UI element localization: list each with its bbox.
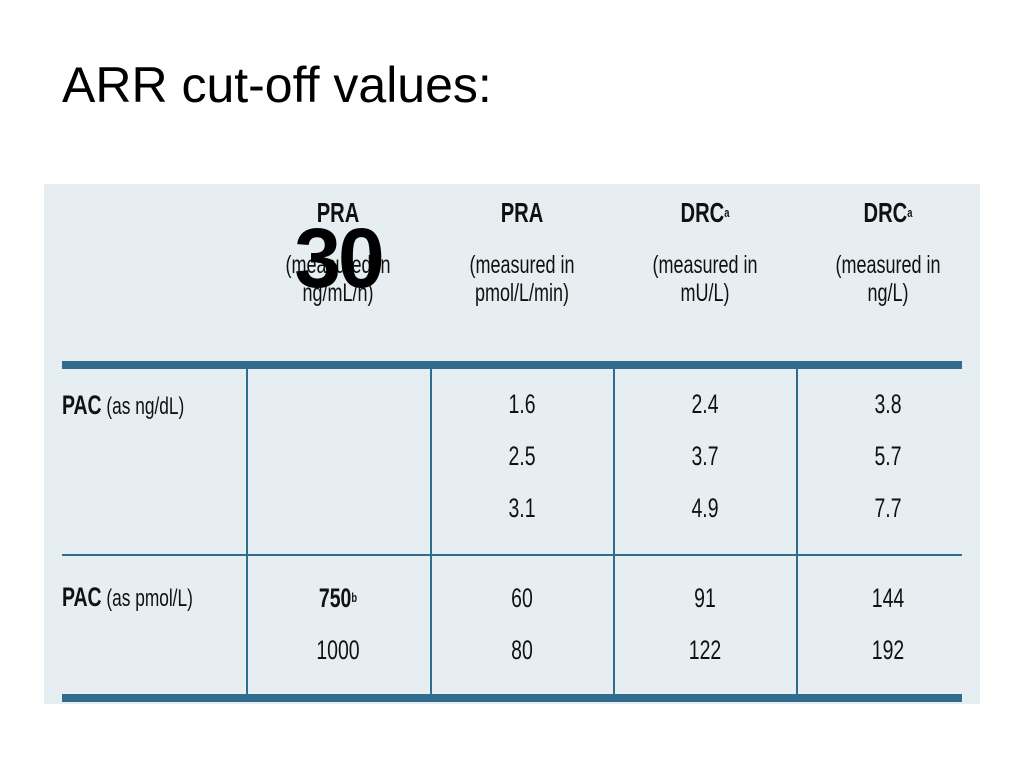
column-unit-line1: (measured in	[469, 251, 575, 279]
column-unit-line2: ng/mL/h)	[302, 279, 374, 307]
table-cell: 91 122	[613, 572, 797, 676]
column-unit-line1: (measured in	[835, 251, 941, 279]
column-header-pra-pmol: PRA (measured in pmol/L/min)	[430, 196, 614, 306]
footnote-marker: a	[907, 205, 913, 220]
cell-value: 192	[871, 635, 905, 665]
column-abbr: DRC	[863, 197, 908, 228]
header-rule	[62, 361, 962, 369]
column-abbr: DRC	[680, 197, 725, 228]
column-unit-line2: mU/L)	[680, 279, 730, 307]
cell-value: 144	[871, 583, 905, 613]
cell-value: 1.6	[508, 389, 536, 419]
cell-value: 122	[688, 635, 722, 665]
row-divider	[62, 554, 962, 556]
cell-value: 5.7	[874, 441, 902, 471]
column-header-drc-ng: DRCa (measured in ng/L)	[796, 196, 980, 306]
cell-value: 60	[511, 583, 533, 613]
slide-title: ARR cut-off values:	[62, 57, 492, 113]
column-header-drc-mu: DRCa (measured in mU/L)	[613, 196, 797, 306]
column-unit-line2: pmol/L/min)	[474, 279, 570, 307]
column-unit-line2: ng/L)	[867, 279, 909, 307]
cell-value: 3.8	[874, 389, 902, 419]
cell-value: 4.9	[691, 493, 719, 523]
row-label-pac-pmoll: PAC (as pmol/L)	[62, 582, 193, 612]
table-cell: 3.8 5.7 7.7	[796, 378, 980, 534]
cell-value: 1000	[316, 635, 360, 665]
column-header-pra-ng: PRA (measured in ng/mL/h)	[246, 196, 430, 306]
column-divider	[430, 369, 432, 694]
column-divider	[613, 369, 615, 694]
bottom-rule	[62, 694, 962, 702]
column-unit-line1: (measured in	[652, 251, 758, 279]
cell-value: 7.7	[874, 493, 902, 523]
cell-value: 750	[318, 583, 352, 613]
column-abbr: PRA	[500, 197, 544, 228]
table-cell: 750b 1000	[246, 572, 430, 676]
table-cell: 144 192	[796, 572, 980, 676]
table-cell: 60 80	[430, 572, 614, 676]
column-divider	[246, 369, 248, 694]
arr-cutoff-table: PRA (measured in ng/mL/h) PRA (measured …	[44, 184, 980, 704]
row-label-pac-ngdl: PAC (as ng/dL)	[62, 390, 185, 420]
cell-value: 2.5	[508, 441, 536, 471]
column-abbr: PRA	[316, 197, 360, 228]
cell-value: 3.7	[691, 441, 719, 471]
footnote-marker: b	[351, 590, 358, 605]
cell-value: 3.1	[508, 493, 536, 523]
column-divider	[796, 369, 798, 694]
cell-value: 91	[694, 583, 716, 613]
table-cell: 1.6 2.5 3.1	[430, 378, 614, 534]
footnote-marker: a	[724, 205, 730, 220]
cell-value: 2.4	[691, 389, 719, 419]
cell-value: 80	[511, 635, 533, 665]
highlighted-cell-value: 30	[294, 211, 384, 305]
table-cell: 2.4 3.7 4.9	[613, 378, 797, 534]
column-unit-line1: (measured in	[285, 251, 391, 279]
